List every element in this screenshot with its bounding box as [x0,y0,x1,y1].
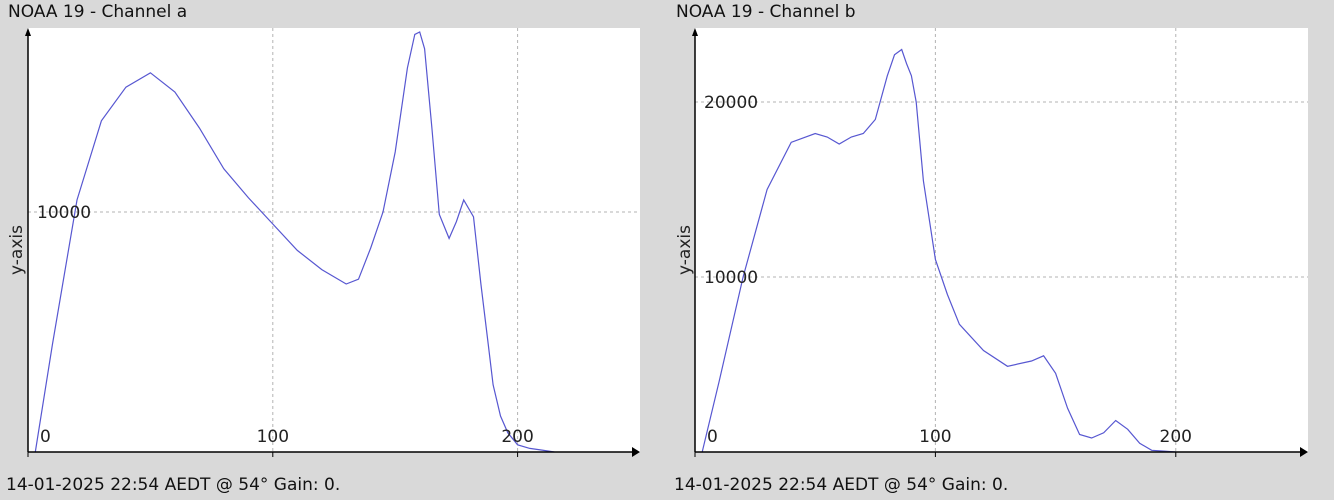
x-tick-label: 200 [1160,427,1192,447]
y-tick-label: 20000 [704,93,758,113]
x-tick-label: 0 [40,427,51,447]
chart-svg: 0 100 200 10000 y-axis [7,28,640,457]
chart-panel-channel-a: NOAA 19 - Channel a 0 100 200 10000 y-axis 1… [0,0,660,500]
x-tick-label: 100 [257,427,289,447]
chart-svg: 0 100 200 10000 20000 y-axis [675,28,1308,457]
plot-area [695,28,1308,452]
data-series-line [34,31,555,453]
footer-status-text: 14-01-2025 22:54 AEDT @ 54° Gain: 0. [6,475,341,495]
y-axis-label: y-axis [7,225,27,275]
x-axis-arrow [632,447,640,457]
y-axis-arrow [692,28,698,36]
plot-area [28,28,640,452]
x-tick-label: 200 [501,427,533,447]
footer-status-text: 14-01-2025 22:54 AEDT @ 54° Gain: 0. [674,475,1009,495]
y-tick-label: 10000 [704,268,758,288]
y-axis-label: y-axis [675,225,695,275]
chart-title: NOAA 19 - Channel b [676,2,856,22]
y-axis-arrow [25,28,31,36]
chart-title: NOAA 19 - Channel a [8,2,188,22]
x-tick-label: 0 [707,427,718,447]
x-axis-arrow [1300,447,1308,457]
chart-panel-channel-b: NOAA 19 - Channel b 0 100 200 10000 20000 y-a… [668,0,1328,500]
x-tick-label: 100 [919,427,951,447]
y-tick-label: 10000 [37,203,91,223]
data-series-line [701,48,1176,453]
